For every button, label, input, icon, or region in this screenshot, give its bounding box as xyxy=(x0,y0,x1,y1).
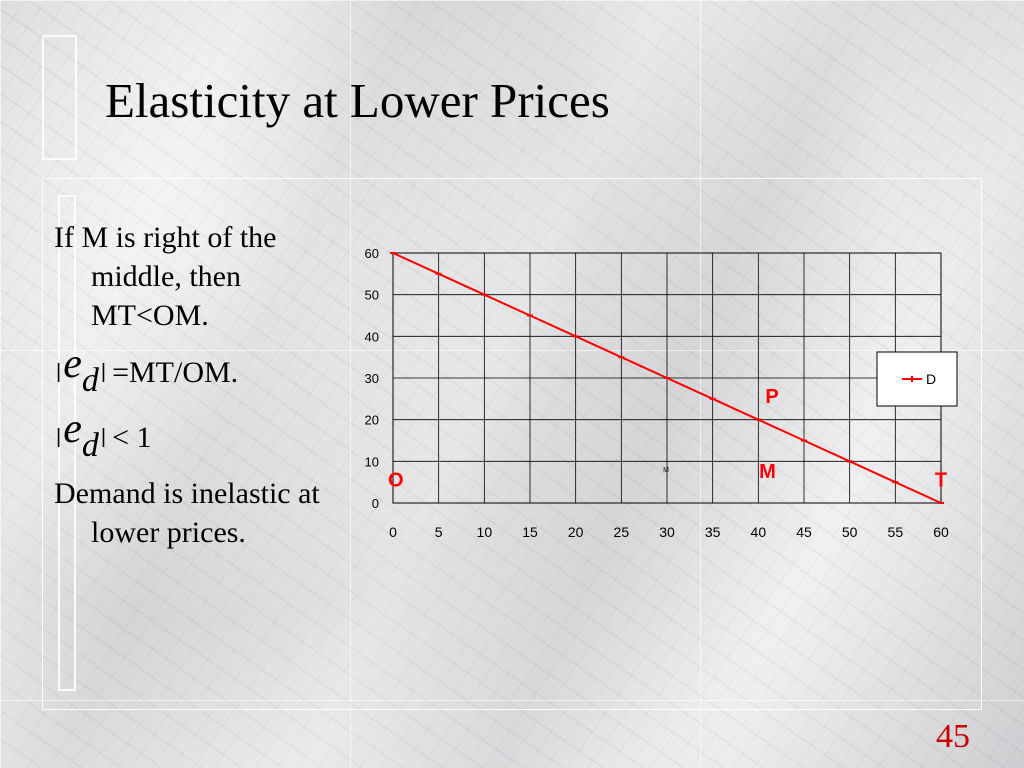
x-tick-label: 35 xyxy=(705,524,721,540)
elasticity-symbol: ed xyxy=(63,405,99,464)
slide-number: 45 xyxy=(936,718,970,755)
y-tick-label: 20 xyxy=(365,413,379,428)
y-tick-label: 10 xyxy=(365,454,379,469)
x-tick-label: 30 xyxy=(659,524,675,540)
elasticity-symbol: ed xyxy=(63,340,99,399)
chart-series xyxy=(390,252,944,504)
bullet-inelastic: Demand is inelastic at lower prices. xyxy=(54,477,320,549)
title-decoration-bar xyxy=(42,35,77,160)
x-tick-label: 45 xyxy=(796,524,812,540)
point-label-o: O xyxy=(388,469,404,491)
legend-label: D xyxy=(926,371,936,387)
x-tick-label: 20 xyxy=(568,524,584,540)
content-decoration-bar xyxy=(58,195,76,691)
y-tick-label: 30 xyxy=(365,371,379,386)
x-tick-label: 5 xyxy=(435,524,443,540)
elasticity-inequality: | ed | < 1 xyxy=(54,405,354,465)
x-tick-label: 0 xyxy=(389,524,397,540)
x-tick-label: 55 xyxy=(888,524,904,540)
abs-bar-left: | xyxy=(56,360,62,383)
x-tick-label: 50 xyxy=(842,524,858,540)
elasticity-less-than-one: < 1 xyxy=(112,420,152,454)
elasticity-ratio: =MT/OM. xyxy=(112,355,239,389)
content-frame xyxy=(42,178,982,710)
point-label-p: P xyxy=(765,386,778,408)
chart-annotations: P M O T M xyxy=(388,386,947,491)
x-tick-label: 40 xyxy=(751,524,767,540)
chart-legend: D xyxy=(876,351,958,407)
y-tick-label: 0 xyxy=(372,496,379,511)
slide-title: Elasticity at Lower Prices xyxy=(105,73,610,128)
y-tick-label: 50 xyxy=(365,288,379,303)
bullet-mt-om: If M is right of the middle, then MT<OM. xyxy=(54,221,277,332)
x-tick-label: 25 xyxy=(614,524,630,540)
abs-bar-right: | xyxy=(100,425,107,448)
y-tick-label: 60 xyxy=(365,246,379,261)
x-tick-label: 10 xyxy=(477,524,493,540)
point-label-t: T xyxy=(935,469,947,491)
abs-bar-left: | xyxy=(56,425,62,448)
point-label-m: M xyxy=(759,461,776,483)
y-tick-label: 40 xyxy=(365,329,379,344)
elasticity-equation: | ed | =MT/OM. xyxy=(54,340,354,400)
x-tick-label: 60 xyxy=(933,524,949,540)
abs-bar-right: | xyxy=(100,360,107,383)
x-tick-label: 15 xyxy=(522,524,538,540)
point-label-m: M xyxy=(663,467,669,474)
chart-tick-labels: 0 5 10 15 20 25 30 35 40 45 50 55 60 0 10 20 30 40 50 60 xyxy=(365,246,949,540)
bullet-list: If M is right of the middle, then MT<OM.… xyxy=(54,218,354,561)
